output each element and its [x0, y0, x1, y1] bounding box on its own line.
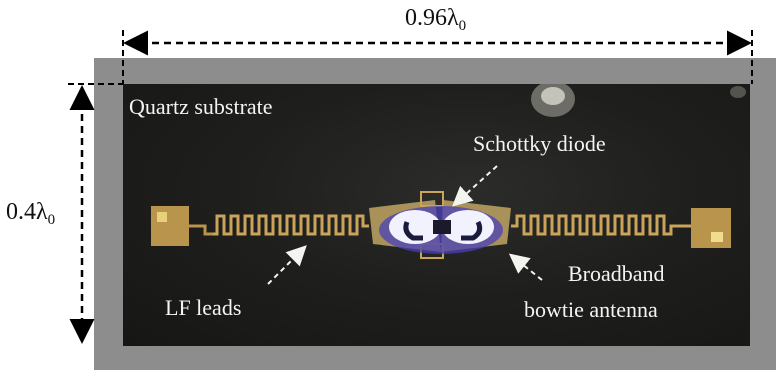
antenna-callout-arrow: [508, 253, 543, 281]
pad-highlight: [157, 212, 167, 222]
width-dimension-label: 0.96λ0: [405, 6, 466, 34]
left-connector: [189, 224, 213, 236]
diode-glow-right: [442, 210, 494, 244]
width-dimension-value: 0.96λ: [405, 5, 459, 31]
diode-glow-left: [389, 210, 441, 244]
height-dimension-value: 0.4λ: [6, 199, 48, 225]
height-dimension-subscript: 0: [47, 212, 56, 228]
reflection-spot-core: [541, 87, 565, 105]
diode-junction: [433, 220, 451, 234]
height-dimension-label: 0.4λ0: [6, 200, 55, 228]
lf-leads-left: [213, 214, 369, 236]
diode-callout-arrow: [452, 165, 498, 207]
diode-contact-right: [461, 220, 483, 241]
feed-cross-top: [420, 191, 444, 207]
leads-label: LF leads: [165, 295, 242, 320]
diode-contact-left: [403, 221, 423, 241]
antenna-label-line1: Broadband: [568, 261, 665, 286]
antenna-label-line2: bowtie antenna: [524, 297, 658, 322]
pad-highlight: [711, 232, 723, 242]
leads-callout-arrow: [267, 245, 307, 285]
device-photo: Quartz substrate Schottky diode LF leads…: [123, 84, 750, 346]
width-dimension-subscript: 0: [458, 18, 467, 34]
reflection-spot-corner: [730, 86, 746, 98]
substrate-label: Quartz substrate: [129, 94, 273, 119]
diode-label: Schottky diode: [473, 131, 606, 156]
device-micrograph: [151, 84, 746, 259]
lf-leads-right: [511, 214, 691, 236]
